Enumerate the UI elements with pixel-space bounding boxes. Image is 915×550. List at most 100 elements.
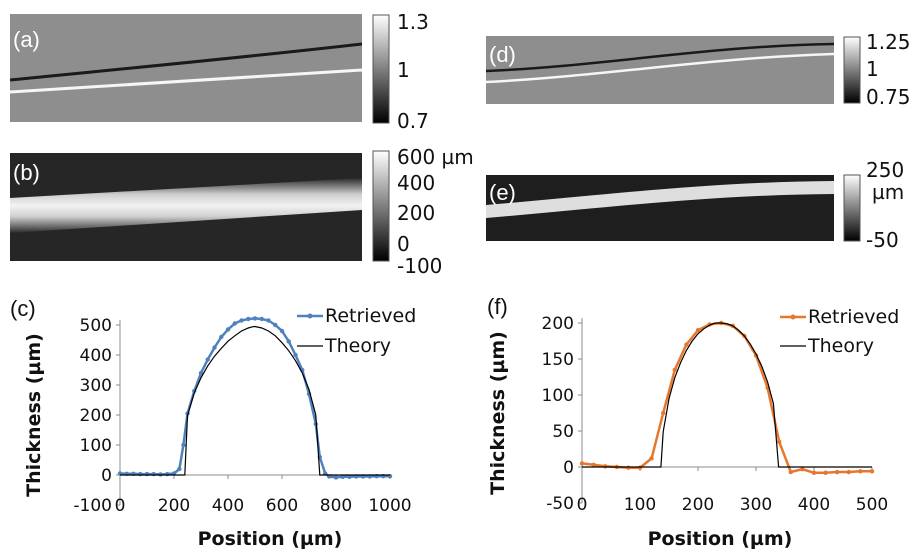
x-tick-label: 0 <box>577 495 588 515</box>
x-tick-label: 200 <box>158 496 190 516</box>
y-axis-label: Thickness (µm) <box>487 331 509 495</box>
legend-label: Retrieved <box>325 305 416 327</box>
y-tick-label: 100 <box>542 386 574 406</box>
x-tick-label: 400 <box>212 496 244 516</box>
panel-letter-b: (b) <box>13 160 40 185</box>
data-point <box>661 410 666 416</box>
data-point <box>232 321 237 326</box>
colorbar-d-tick-min: 0.75 <box>866 85 911 109</box>
legend-label: Theory <box>807 335 874 357</box>
x-tick-label: 500 <box>856 495 888 515</box>
y-tick-label: 200 <box>80 406 112 426</box>
colorbar-b-tick-400: 400 <box>397 171 436 195</box>
panel-letter-c: (c) <box>10 296 36 321</box>
data-point <box>246 316 251 322</box>
y-tick-label: 200 <box>542 314 574 334</box>
data-point <box>603 464 608 469</box>
data-point <box>198 370 204 376</box>
data-point <box>144 471 150 477</box>
data-point <box>205 357 210 362</box>
colorbar-b-tick-0: 0 <box>397 232 410 256</box>
colorbar-b <box>372 150 390 262</box>
data-point <box>138 471 143 477</box>
data-point <box>293 352 298 358</box>
data-point <box>347 474 352 479</box>
colorbar-a <box>372 14 390 124</box>
x-tick-label: 200 <box>682 495 714 515</box>
data-point <box>695 328 701 333</box>
data-point <box>835 469 840 475</box>
series-line-theory <box>120 325 390 476</box>
data-point <box>649 456 654 461</box>
colorbar-b-tick-600: 600 µm <box>397 145 474 169</box>
x-tick-label: 400 <box>798 495 830 515</box>
data-point <box>239 318 244 323</box>
colorbar-e <box>843 174 861 242</box>
data-point <box>165 471 170 477</box>
y-tick-label: 300 <box>80 376 112 396</box>
data-point <box>279 328 285 334</box>
colorbar-b-tick-200: 200 <box>397 201 436 225</box>
data-point <box>672 367 677 372</box>
x-tick-label: 800 <box>320 496 352 516</box>
colorbar-b-tick-neg100: -100 <box>397 254 443 278</box>
y-tick-label: 0 <box>101 466 112 486</box>
legend-marker <box>790 314 796 320</box>
y-tick-label: 100 <box>80 436 112 456</box>
data-point <box>266 318 271 323</box>
y-tick-label: 150 <box>542 350 574 370</box>
colorbar-e-tick-max: 250 <box>866 158 905 182</box>
data-point <box>823 470 828 475</box>
series-line-theory <box>582 322 872 468</box>
legend-marker <box>307 313 313 319</box>
x-axis-label: Position (µm) <box>648 528 793 550</box>
legend-label: Retrieved <box>808 306 899 328</box>
y-tick-label: -100 <box>73 496 112 516</box>
data-point <box>286 339 291 344</box>
data-point <box>788 469 793 475</box>
x-tick-label: 0 <box>115 496 126 516</box>
colorbar-a-tick-max: 1.3 <box>397 10 429 34</box>
colorbar-d <box>843 36 861 104</box>
thickness-image-b <box>10 153 362 261</box>
data-point <box>626 465 631 470</box>
data-point <box>869 469 875 474</box>
x-tick-label: 100 <box>624 495 656 515</box>
panel-letter-a: (a) <box>13 27 40 52</box>
y-tick-label: 500 <box>80 316 112 336</box>
y-tick-label: 50 <box>552 422 574 442</box>
data-point <box>177 466 182 472</box>
x-tick-label: 300 <box>740 495 772 515</box>
thickness-image-e <box>486 175 834 241</box>
data-point <box>846 469 851 475</box>
data-point <box>777 439 782 444</box>
data-point <box>684 342 689 347</box>
y-axis-label: Thickness (µm) <box>23 333 45 497</box>
data-point <box>225 327 231 332</box>
data-point <box>333 475 339 480</box>
y-tick-label: 400 <box>80 346 112 366</box>
data-point <box>340 474 345 479</box>
colorbar-a-tick-mid: 1 <box>397 58 410 82</box>
x-tick-label: 1000 <box>368 496 411 516</box>
x-axis-label: Position (µm) <box>198 528 343 550</box>
phase-image-a <box>10 14 362 122</box>
colorbar-e-unit: µm <box>872 180 905 204</box>
legend-label: Theory <box>324 335 391 357</box>
phase-image-d <box>486 36 834 104</box>
y-tick-label: 0 <box>563 458 574 478</box>
data-point <box>252 316 258 321</box>
data-point <box>273 322 278 328</box>
data-point <box>579 461 585 466</box>
y-tick-label: -50 <box>546 494 574 514</box>
data-point <box>151 471 156 477</box>
data-point <box>800 466 805 472</box>
data-point <box>811 470 817 475</box>
panel-letter-d: (d) <box>489 42 516 67</box>
data-point <box>259 316 264 322</box>
colorbar-a-tick-min: 0.7 <box>397 109 429 133</box>
data-point <box>219 334 224 340</box>
data-point <box>181 442 186 448</box>
